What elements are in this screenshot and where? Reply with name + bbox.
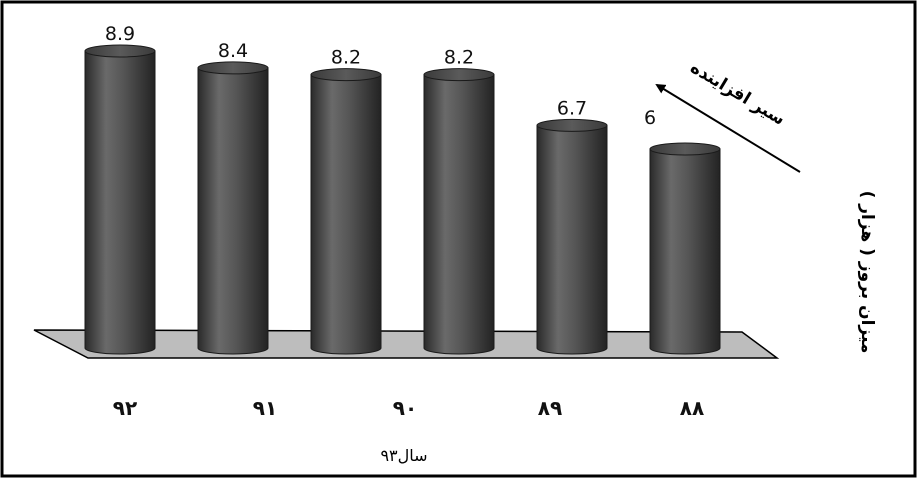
bar-body	[536, 124, 608, 355]
value-label: 6	[644, 107, 656, 129]
bar-top	[423, 68, 495, 82]
bar-body	[197, 67, 269, 355]
bars-layer	[84, 44, 721, 355]
bar-cylinder	[310, 68, 382, 355]
category-label: ۸۹	[538, 396, 562, 420]
bar-top	[197, 61, 269, 75]
value-label: 6.7	[557, 97, 587, 119]
bar-cylinder	[649, 142, 721, 355]
category-label: ۸۸	[680, 396, 704, 420]
value-label: 8.2	[444, 47, 474, 69]
value-label: 8.9	[105, 23, 135, 45]
trend-arrow	[655, 83, 801, 173]
bar-cylinder	[84, 44, 156, 355]
bar-top	[649, 142, 721, 156]
category-label: ۹۲	[113, 396, 137, 420]
bar-body	[84, 50, 156, 355]
value-label: 8.2	[331, 47, 361, 69]
category-label: ۹۱	[253, 396, 277, 420]
bar-cylinder	[197, 61, 269, 355]
category-label: ۹۰	[393, 396, 417, 420]
bar-top	[84, 44, 156, 58]
category-labels-layer: ۹۲ ۹۱ ۹۰ ۸۹ ۸۸	[113, 396, 704, 420]
value-labels-layer: 8.9 8.4 8.2 8.2 6.7 6	[105, 23, 656, 129]
y-axis-label: میزان بروز ( هزار )	[857, 191, 877, 354]
value-label: 8.4	[218, 40, 248, 62]
bar-top	[310, 68, 382, 82]
bar-cylinder	[423, 68, 495, 355]
bar-body	[310, 74, 382, 355]
bar-cylinder	[536, 118, 608, 355]
x-axis-label: ۹۳سال	[380, 446, 427, 465]
bar-body	[423, 74, 495, 355]
bar-top	[536, 118, 608, 132]
bar-body	[649, 148, 721, 355]
